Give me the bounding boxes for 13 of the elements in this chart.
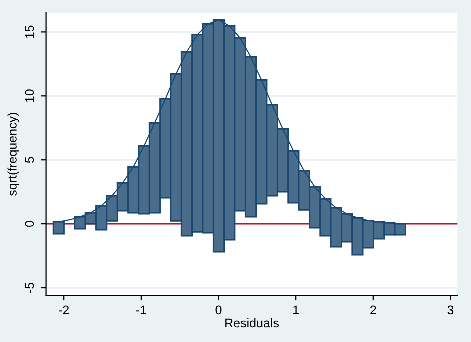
y-axis-title: sqrt(frequency) bbox=[8, 113, 20, 196]
x-tick-label: 1 bbox=[294, 306, 299, 314]
x-tick-label: -2 bbox=[59, 306, 70, 314]
y-tick-label: 0 bbox=[25, 221, 34, 228]
x-tick-label: -1 bbox=[136, 306, 146, 314]
x-tick-label: 0 bbox=[216, 306, 222, 315]
x-tick-label: 3 bbox=[448, 306, 454, 315]
y-tick-label: -5 bbox=[25, 282, 34, 294]
x-tick-label: 2 bbox=[370, 306, 376, 314]
y-tick-label: 5 bbox=[25, 157, 34, 164]
x-axis-title: Residuals bbox=[226, 318, 279, 328]
y-tick-label: 15 bbox=[25, 26, 34, 38]
y-tick-label: 10 bbox=[25, 90, 34, 102]
